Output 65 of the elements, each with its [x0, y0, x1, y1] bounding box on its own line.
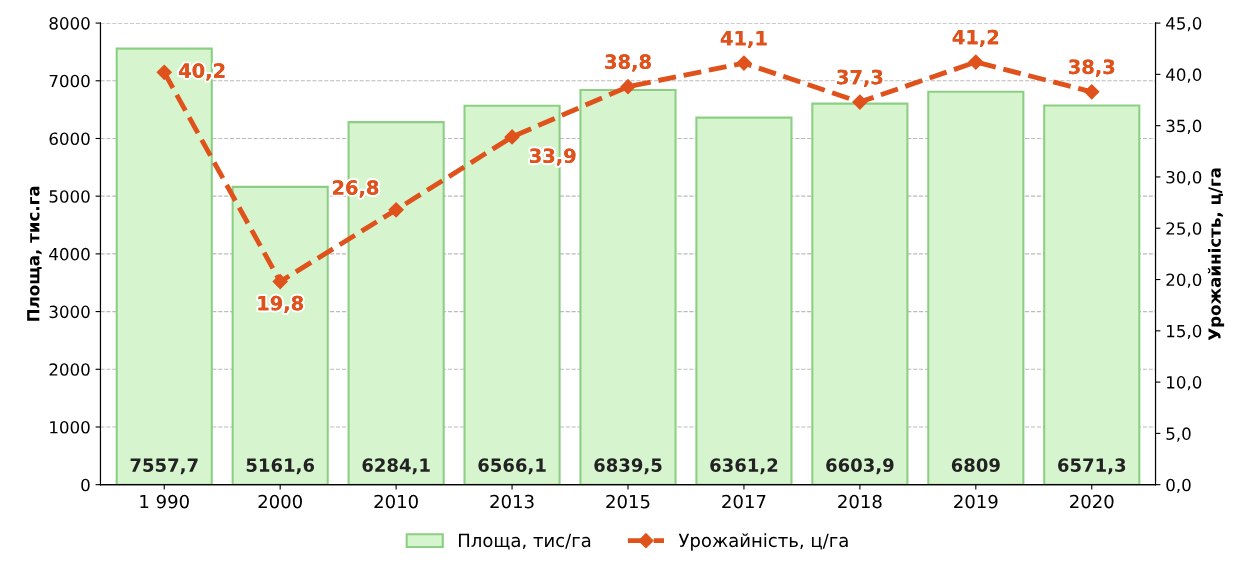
y-tick-label: 6000 — [49, 132, 90, 146]
y2-tick-label: 15,0 — [1167, 324, 1202, 340]
y-tick-label: 2000 — [49, 363, 90, 376]
data-label: 7557,7 — [130, 458, 198, 475]
y2-tick-label: 40,0 — [1166, 68, 1202, 83]
data-label: 6571,3 — [1058, 458, 1126, 475]
bar — [1043, 104, 1141, 485]
x-tick-label: 2000 — [258, 494, 302, 509]
data-label: 26,8 — [333, 180, 379, 198]
data-label: 33,9 — [530, 148, 576, 166]
y-tick-label: 4000 — [49, 247, 90, 261]
y2-tick-label: 30,0 — [1166, 170, 1202, 186]
x-tick-label: 2019 — [954, 494, 998, 509]
data-label: 6603,9 — [826, 458, 894, 475]
data-label: 6361,2 — [710, 458, 778, 475]
point — [272, 274, 288, 290]
point — [388, 202, 404, 218]
data-label: 19,8 — [258, 295, 303, 313]
y2-axis-title: Урожайність, ц/га — [1207, 168, 1225, 341]
bar — [231, 185, 329, 485]
x-tick-label: 2010 — [374, 494, 418, 509]
x-tick-label: 2020 — [1070, 494, 1114, 509]
bar — [579, 89, 677, 485]
y-tick-label: 8000 — [49, 17, 90, 30]
data-label: 40,2 — [179, 63, 225, 81]
point — [156, 64, 172, 80]
data-label: 38,3 — [1069, 59, 1115, 77]
y-tick-label: 1000 — [50, 420, 90, 434]
y2-tick-label: 0,0 — [1166, 478, 1191, 493]
x-tick-label: 2018 — [838, 494, 882, 509]
x-tick-label: 2015 — [606, 494, 650, 509]
y-tick-label: 0 — [81, 478, 90, 492]
y2-tick-label: 35,0 — [1166, 119, 1202, 134]
data-label: 6839,5 — [594, 458, 662, 475]
y2-tick-label: 20,0 — [1166, 273, 1202, 288]
legend-label: Урожайність, ц/га — [678, 533, 848, 551]
y-tick-label: 5000 — [49, 190, 90, 203]
y2-tick-label: 45,0 — [1166, 17, 1202, 32]
data-label: 5161,6 — [246, 458, 315, 475]
data-label: 41,2 — [952, 29, 999, 47]
point — [620, 79, 636, 95]
data-label: 6284,1 — [362, 458, 430, 475]
x-tick-label: 2013 — [490, 494, 534, 509]
bar — [811, 102, 909, 485]
x-tick-label: 1 990 — [140, 494, 189, 509]
data-label: 37,3 — [837, 69, 883, 87]
y-axis-title: Площа, тис.га — [27, 186, 42, 321]
y2-tick-label: 25,0 — [1166, 222, 1202, 237]
y2-tick-label: 10,0 — [1167, 376, 1202, 391]
data-label: 6566,1 — [478, 458, 546, 475]
point — [852, 94, 868, 110]
y-tick-label: 7000 — [49, 74, 90, 88]
y-tick-label: 3000 — [49, 305, 90, 319]
point — [968, 54, 984, 70]
data-label: 41,1 — [720, 30, 767, 48]
point — [736, 55, 752, 71]
data-label: 6809 — [951, 458, 1000, 472]
point — [504, 129, 520, 145]
x-tick-label: 2017 — [722, 494, 766, 509]
bar — [927, 90, 1025, 485]
y2-tick-label: 5,0 — [1166, 427, 1191, 442]
data-label: 38,8 — [605, 54, 651, 72]
bar — [695, 116, 793, 485]
point — [1084, 84, 1100, 100]
legend-label: Площа, тис/га — [459, 533, 591, 550]
